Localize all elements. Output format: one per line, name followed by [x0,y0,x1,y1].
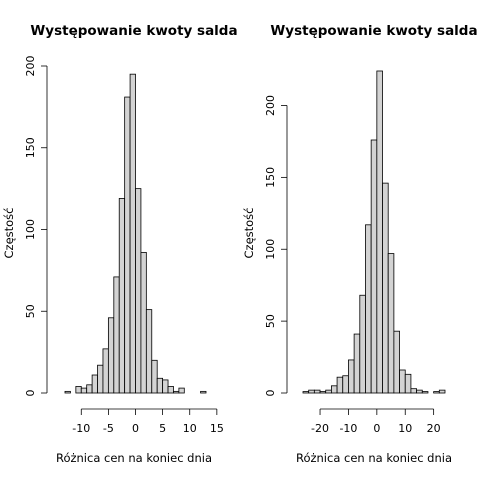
x-tick-label: 5 [159,422,166,435]
histogram-bar [178,387,185,394]
histogram-bar [393,330,400,394]
x-tick-label: 20 [427,422,441,435]
histogram-bar [167,386,174,394]
y-tick-label: 50 [264,314,277,328]
x-tick-label: 15 [210,422,224,435]
histogram-bar [200,390,207,394]
x-tick-label: -10 [339,422,357,435]
y-tick-label: 150 [24,137,37,158]
histogram-bar [156,377,164,394]
histogram-bar [97,364,104,394]
y-tick-label: 50 [24,304,37,318]
histogram-bar [118,198,126,394]
histogram-bar [330,385,338,394]
histogram-bar [313,389,321,394]
y-tick-label: 0 [24,390,37,397]
histogram-bar [410,388,418,394]
histogram-bar [91,374,98,394]
x-tick-label: 0 [132,422,139,435]
y-tick-label: 200 [264,95,277,116]
histogram-bar [64,390,71,394]
y-axis-label: Częstość [242,208,256,259]
histogram-bar [438,389,446,394]
x-tick-label: -5 [103,422,114,435]
histogram-bar [135,188,142,394]
x-axis-label: Różnica cen na koniec dnia [56,451,212,465]
histogram-bar [173,390,180,394]
histogram-bar [86,384,93,394]
y-tick-label: 100 [24,219,37,240]
histogram-bar [370,139,378,394]
histogram-bar [325,389,332,394]
histogram-bar [80,387,88,394]
histogram-bar [140,251,147,394]
histogram-left: Występowanie kwoty salda-10 -5 0 5 10 1505010… [2,23,238,465]
histogram-bar [319,391,327,394]
x-tick-label: 0 [373,422,380,435]
y-tick-label: 150 [264,167,277,188]
histogram-bar [376,70,383,394]
histogram-bar [421,391,429,394]
histogram-bar [353,333,361,394]
histogram-bar [151,359,158,394]
histogram-bar [365,224,372,394]
histogram-bar [382,182,389,394]
x-axis-label: Różnica cen na koniec dnia [296,451,452,465]
histogram-bar [75,386,82,394]
histogram-bar [113,276,120,394]
y-axis-label: Częstość [2,208,16,259]
y-tick-label: 0 [264,390,277,397]
histogram-bar [348,359,355,394]
y-tick-label: 200 [24,56,37,77]
histogram-bar [124,96,131,394]
histogram-bar [308,389,315,394]
x-tick-label: -20 [311,422,329,435]
histogram-right: Występowanie kwoty salda-20 -10 0 10 2005010… [242,23,478,465]
histogram-bar [162,379,169,394]
x-tick-label: -10 [72,422,90,435]
histogram-bar [399,369,406,394]
chart-title: Występowanie kwoty salda [270,23,477,39]
chart-title: Występowanie kwoty salda [30,23,237,39]
histogram-bar [145,309,153,394]
histogram-bar [129,73,136,394]
histogram-bar [342,375,349,394]
histogram-bar [359,294,366,394]
histogram-bar [387,253,395,394]
histogram-bar [302,391,310,394]
histogram-bar [102,348,109,394]
histogram-bar [107,317,115,394]
x-tick-label: 10 [398,422,412,435]
y-tick-label: 100 [264,239,277,260]
histogram-bar [404,373,412,394]
histogram-bar [433,391,440,394]
histogram-bar [336,376,344,394]
histogram-bar [416,389,423,394]
x-tick-label: 10 [183,422,197,435]
